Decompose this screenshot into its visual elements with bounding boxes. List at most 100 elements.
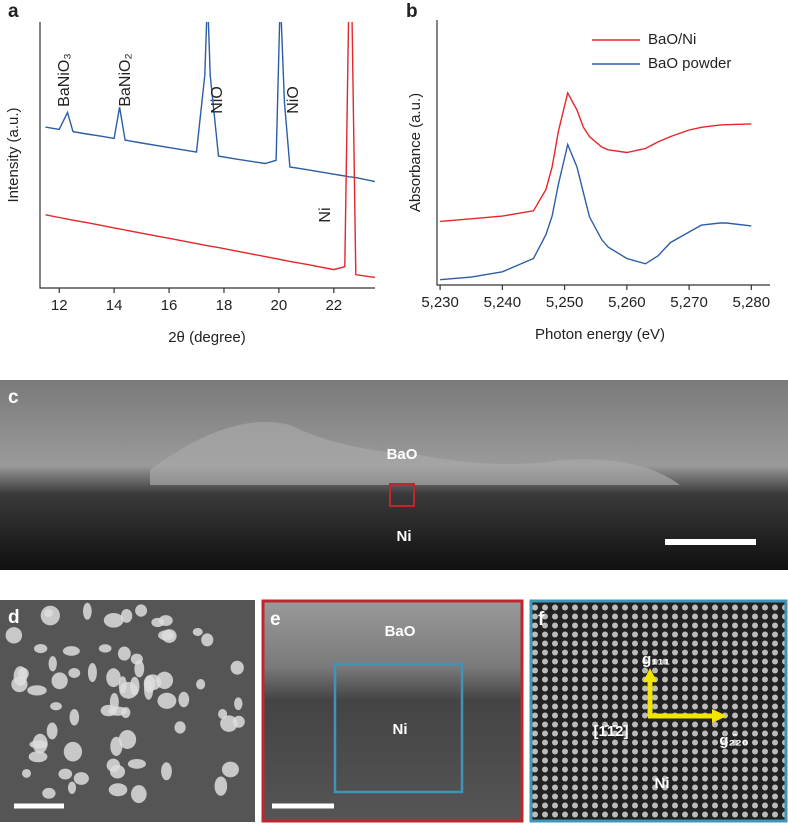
particle <box>157 692 177 709</box>
annotation: BaNiO₂ <box>117 53 134 106</box>
x-tick-label: 12 <box>51 297 68 314</box>
x-axis-label: 2θ (degree) <box>168 329 246 346</box>
image-label: BaO <box>385 623 416 640</box>
particle <box>13 666 28 687</box>
x-tick-label: 5,240 <box>484 294 522 311</box>
particle <box>144 679 154 700</box>
particle <box>87 662 97 683</box>
particle <box>82 602 92 620</box>
particle <box>108 783 128 797</box>
x-axis-label: Photon energy (eV) <box>535 326 665 343</box>
x-tick-label: 22 <box>325 297 342 314</box>
panel-label: c <box>8 387 19 408</box>
particle <box>151 617 165 628</box>
line-series <box>440 90 752 223</box>
particle <box>117 646 131 661</box>
particle <box>50 702 62 711</box>
particle <box>68 668 81 678</box>
plot-area <box>45 22 375 279</box>
annotation: NiO <box>285 86 302 114</box>
panel-label: d <box>8 607 20 628</box>
image-label: BaO <box>387 446 418 463</box>
particle <box>174 721 186 734</box>
particle <box>51 672 68 690</box>
particle <box>27 685 47 696</box>
image-c <box>0 380 788 570</box>
image-label: g₂̄₂₀ <box>719 732 748 749</box>
line-series <box>45 22 375 183</box>
particle <box>230 660 244 675</box>
x-tick-label: 5,260 <box>608 294 646 311</box>
image-label: Ni <box>655 775 670 792</box>
particle <box>201 633 214 647</box>
image-label: Ni <box>397 528 412 545</box>
x-tick-label: 14 <box>106 297 123 314</box>
line-series <box>440 142 752 281</box>
image-label: [1̄1̄2] <box>593 723 628 740</box>
particle <box>134 660 145 678</box>
particle <box>106 668 121 688</box>
particle <box>22 768 32 778</box>
particle <box>158 630 175 641</box>
particle <box>120 608 133 623</box>
panel-label: b <box>406 1 418 22</box>
image-f <box>529 599 788 823</box>
annotation: BaNiO₃ <box>56 53 73 107</box>
particle <box>118 730 137 750</box>
particle <box>119 682 138 699</box>
x-tick-label: 5,230 <box>421 294 459 311</box>
particle <box>42 787 56 799</box>
particle <box>221 761 239 778</box>
legend-label: BaO powder <box>648 55 731 72</box>
annotation: NiO <box>209 86 226 114</box>
particle <box>108 706 127 716</box>
particle <box>33 643 48 654</box>
panel-label: f <box>538 609 545 630</box>
particle <box>5 627 23 644</box>
axis <box>39 22 375 289</box>
particle <box>28 751 48 763</box>
x-tick-label: 5,250 <box>546 294 584 311</box>
particle <box>58 768 73 780</box>
particle <box>232 715 245 728</box>
particle <box>67 781 77 794</box>
particle <box>98 644 112 653</box>
axis <box>436 20 770 286</box>
particle <box>234 697 243 711</box>
particle <box>156 671 174 690</box>
particle <box>135 604 148 617</box>
x-tick-label: 5,270 <box>670 294 708 311</box>
particle <box>48 656 57 672</box>
y-axis-label: Absorbance (a.u.) <box>407 93 424 212</box>
particle <box>178 691 190 708</box>
particle <box>127 758 146 769</box>
line-series <box>45 22 375 279</box>
particle <box>73 772 89 785</box>
panel-label: e <box>270 609 281 630</box>
annotation: Ni <box>317 207 334 222</box>
image-label: Ni <box>393 721 408 738</box>
particle <box>196 679 206 690</box>
particle <box>131 785 147 804</box>
particle <box>63 741 83 762</box>
x-tick-label: 16 <box>161 297 178 314</box>
x-tick-label: 5,280 <box>733 294 771 311</box>
plot-area <box>440 90 752 281</box>
particle <box>62 646 80 656</box>
particle <box>103 613 124 628</box>
image-e <box>261 599 524 823</box>
x-tick-label: 20 <box>271 297 288 314</box>
particle <box>109 764 126 779</box>
particle <box>192 627 203 636</box>
particle <box>43 608 53 618</box>
y-axis-label: Intensity (a.u.) <box>5 107 22 202</box>
image-d <box>0 600 255 822</box>
particle <box>32 733 48 754</box>
image-label: g₁₁₁ <box>642 651 670 668</box>
particle <box>130 653 143 665</box>
particle <box>161 762 172 781</box>
legend-label: BaO/Ni <box>648 31 696 48</box>
particle <box>69 708 80 726</box>
particle <box>214 776 228 796</box>
